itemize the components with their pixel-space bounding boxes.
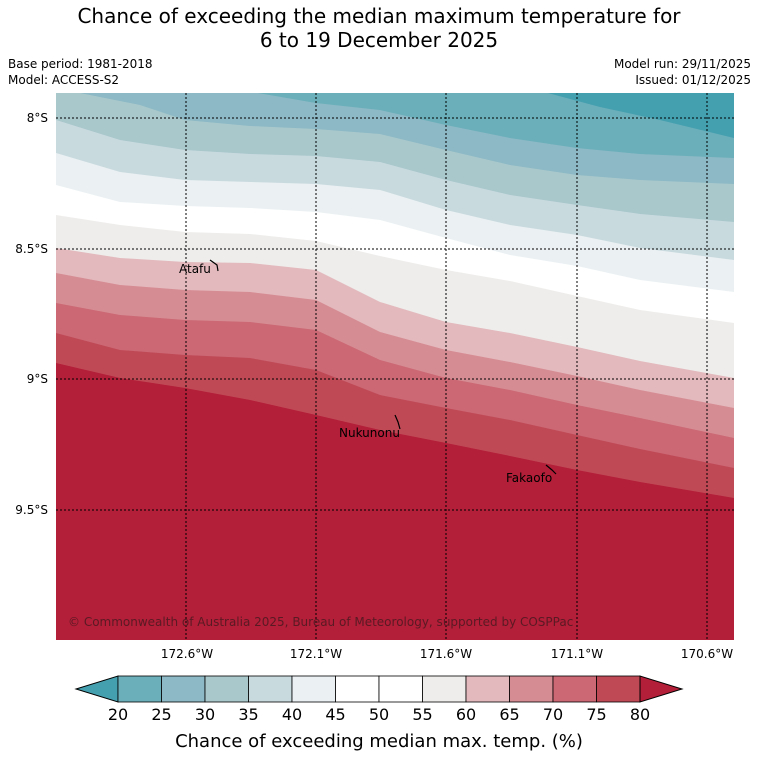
lon-label-172-1w: 172.1°W — [290, 647, 342, 661]
colorbar-tick-label: 70 — [543, 705, 563, 724]
map-title: Chance of exceeding the median maximum t… — [0, 4, 758, 52]
colorbar-segment — [248, 675, 293, 703]
colorbar-segment — [161, 675, 206, 703]
band-below-20 — [548, 93, 734, 138]
lon-label-170-6w: 170.6°W — [681, 647, 733, 661]
title-line-1: Chance of exceeding the median maximum t… — [77, 4, 681, 28]
colorbar-arrow-high — [639, 675, 684, 703]
colorbar-tick-label: 60 — [456, 705, 476, 724]
map-plot: Atafu Nukunonu Fakaofo © Commonwealth of… — [56, 93, 734, 640]
place-label-fakaofo: Fakaofo — [506, 471, 552, 485]
colorbar-label: Chance of exceeding median max. temp. (%… — [175, 731, 583, 752]
meta-right: Model run: 29/11/2025 Issued: 01/12/2025 — [614, 56, 751, 88]
base-period-text: Base period: 1981-2018 — [8, 57, 153, 71]
colorbar-tick-label: 20 — [108, 705, 128, 724]
title-line-2: 6 to 19 December 2025 — [259, 28, 499, 52]
place-label-nukunonu: Nukunonu — [339, 426, 400, 440]
colorbar-segment — [335, 675, 380, 703]
lat-label-9s: 9°S — [27, 372, 48, 386]
colorbar-segment — [596, 675, 641, 703]
atolls — [209, 259, 557, 475]
nukunonu-atoll — [394, 414, 401, 430]
lon-label-171-6w: 171.6°W — [420, 647, 472, 661]
colorbar-tick-label: 75 — [586, 705, 606, 724]
colorbar-arrow-low — [74, 675, 119, 703]
atafu-atoll — [209, 259, 219, 272]
colorbar-segment — [204, 675, 249, 703]
colorbar-segment — [552, 675, 597, 703]
colorbar-segment — [117, 675, 162, 703]
colorbar-segment — [509, 675, 554, 703]
colorbar-tick-label: 30 — [195, 705, 215, 724]
colorbar — [74, 675, 684, 703]
lat-label-9-5s: 9.5°S — [15, 503, 48, 517]
latitude-labels: 8°S 8.5°S 9°S 9.5°S — [15, 111, 48, 517]
colorbar-segment — [378, 675, 423, 703]
fakaofo-atoll — [545, 464, 557, 475]
model-run-text: Model run: 29/11/2025 — [613, 57, 751, 71]
colorbar-tick-label: 80 — [630, 705, 650, 724]
colorbar-segment — [465, 675, 510, 703]
model-text: Model: ACCESS-S2 — [8, 73, 120, 87]
colorbar-segment — [291, 675, 336, 703]
lat-label-8s: 8°S — [27, 111, 48, 125]
lon-label-172-6w: 172.6°W — [161, 647, 213, 661]
meta-left: Base period: 1981-2018 Model: ACCESS-S2 — [8, 56, 153, 88]
colorbar-segment — [422, 675, 467, 703]
colorbar-tick-label: 55 — [412, 705, 432, 724]
colorbar-tick-label: 35 — [238, 705, 258, 724]
colorbar-tick-label: 65 — [499, 705, 519, 724]
colorbar-tick-label: 40 — [282, 705, 302, 724]
lon-label-171-1w: 171.1°W — [551, 647, 603, 661]
colorbar-ticks: 20 25 30 35 40 45 50 55 60 65 70 75 80 — [108, 705, 650, 724]
issued-text: Issued: 01/12/2025 — [635, 73, 751, 87]
lat-label-8-5s: 8.5°S — [15, 242, 48, 256]
colorbar-tick-label: 50 — [369, 705, 389, 724]
colorbar-tick-label: 25 — [151, 705, 171, 724]
longitude-labels: 172.6°W 172.1°W 171.6°W 171.1°W 170.6°W — [161, 647, 733, 661]
copyright-text: © Commonwealth of Australia 2025, Bureau… — [68, 615, 573, 629]
place-label-atafu: Atafu — [179, 262, 211, 276]
colorbar-tick-label: 45 — [325, 705, 345, 724]
graticule — [56, 93, 734, 640]
